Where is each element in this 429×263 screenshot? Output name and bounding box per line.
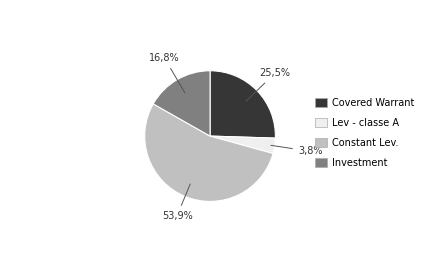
Wedge shape	[210, 136, 275, 154]
Legend: Covered Warrant, Lev - classe A, Constant Lev., Investment: Covered Warrant, Lev - classe A, Constan…	[315, 98, 414, 168]
Text: 53,9%: 53,9%	[162, 184, 193, 221]
Wedge shape	[153, 71, 210, 136]
Wedge shape	[145, 104, 273, 201]
Wedge shape	[210, 71, 275, 138]
Text: 25,5%: 25,5%	[246, 68, 290, 102]
Text: 3,8%: 3,8%	[271, 145, 323, 156]
Text: 16,8%: 16,8%	[149, 53, 185, 93]
